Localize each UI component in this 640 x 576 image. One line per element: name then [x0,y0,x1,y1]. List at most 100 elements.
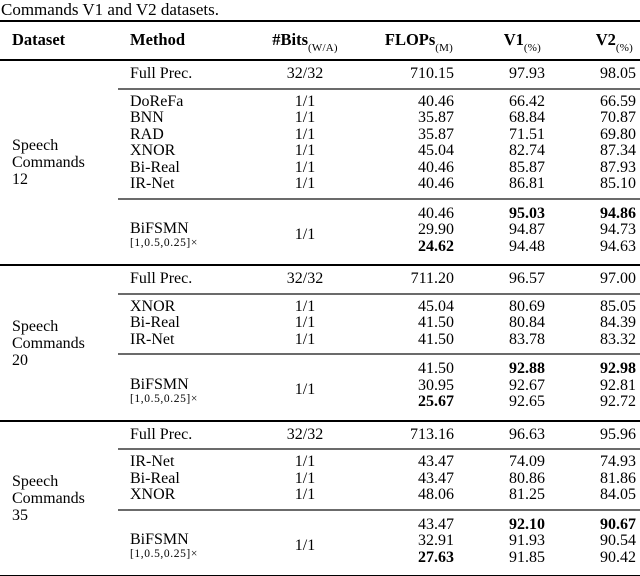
bits-cell: 32/32 [260,419,350,450]
v2-cell: 94.73 [600,221,636,239]
v1-cell: 94.87 [509,221,545,239]
header-bits-sub: (W/A) [308,42,338,55]
header-method-label: Method [130,30,185,49]
header-dataset: Dataset [0,19,118,62]
method-cell: Bi-Real [130,469,180,487]
dataset-line: 12 [12,171,28,189]
header-v2-sub: (%) [615,42,633,55]
table-row: XNOR 1/1 45.04 80.69 85.05 [0,292,640,316]
table-row: BiFSMN [1,0.5,0.25]× 1/1 41.50 92.88 92.98 [0,353,640,421]
method-cell-bifsmn: BiFSMN [1,0.5,0.25]× [118,508,260,576]
flops-cell: 40.46 [350,87,458,111]
bits-cell: 1/1 [294,486,316,504]
method-cell: Bi-Real [130,314,180,332]
table-row: XNOR 1/1 45.04 82.74 87.34 [0,143,640,160]
v2-cell: 84.05 [600,486,636,504]
flops-cell: 41.50 [418,314,454,332]
dataset-line: Commands [12,154,85,172]
flops-cell: 43.47 [350,508,458,534]
header-v2: V2(%) [548,19,640,62]
method-cell: XNOR [130,486,176,504]
v2-cell: 92.98 [548,353,640,378]
bits-cell: 1/1 [260,197,350,266]
method-cell: RAD [130,125,164,143]
bits-cell: 1/1 [294,314,316,332]
dataset-line: Speech [12,137,59,155]
v1-cell: 94.48 [509,237,545,255]
dataset-line: Speech [12,473,59,491]
bits-cell: 1/1 [294,109,316,127]
v2-cell: 95.96 [548,419,640,450]
header-v2-label: V2 [595,30,616,49]
v1-cell: 80.84 [509,314,545,332]
bits-cell: 1/1 [294,158,316,176]
table-row: Bi-Real 1/1 40.46 85.87 87.93 [0,158,640,177]
bifsmn-thinness-config: [1,0.5,0.25]× [130,237,198,250]
flops-cell: 25.67 [418,393,454,411]
dataset-line: Speech [12,317,59,335]
table-row: Speech Commands 12 Full Prec. 32/32 710.15 97.… [0,59,640,266]
table-row: 24.62 94.48 94.63 [0,237,640,266]
bifsmn-name: BiFSMN [130,375,189,393]
v1-cell: 80.69 [458,292,548,316]
flops-cell: 711.20 [350,264,458,294]
v2-cell: 94.63 [600,237,636,255]
method-cell: XNOR [118,292,260,316]
method-cell-bifsmn: BiFSMN [1,0.5,0.25]× [118,353,260,421]
v1-cell: 86.81 [509,175,545,193]
dataset-line: 35 [12,507,28,525]
v1-cell: 91.85 [509,548,545,566]
method-cell: Full Prec. [118,264,260,294]
v2-cell: 70.87 [600,109,636,127]
bits-cell: 1/1 [294,469,316,487]
v1-cell: 92.88 [458,353,548,378]
flops-cell: 40.46 [350,197,458,223]
flops-cell: 45.04 [350,292,458,316]
flops-cell: 43.47 [418,469,454,487]
dataset-line: Commands [12,334,85,352]
v1-cell: 74.09 [458,448,548,471]
table-row: 29.90 94.87 94.73 [0,222,640,239]
v1-cell: 96.57 [458,264,548,294]
flops-cell: 24.62 [418,237,454,255]
table-row: 32.91 91.93 90.54 [0,533,640,550]
v2-cell: 87.93 [600,158,636,176]
flops-cell: 35.87 [418,125,454,143]
header-flops-label: FLOPs [384,30,436,49]
method-cell: BNN [130,109,164,127]
bifsmn-name: BiFSMN [130,531,189,549]
dataset-cell: Speech Commands 35 [0,419,118,576]
v2-cell: 90.54 [600,532,636,550]
bits-cell: 32/32 [260,59,350,89]
method-cell: IR-Net [130,330,175,348]
method-cell: IR-Net [130,175,175,193]
bifsmn-thinness-config: [1,0.5,0.25]× [130,548,198,561]
flops-cell: 48.06 [418,486,454,504]
v2-cell: 66.59 [548,87,640,111]
v1-cell: 97.93 [458,59,548,89]
table-row: Speech Commands 20 Full Prec. 32/32 711.20 96.… [0,264,640,421]
table-caption: Commands V1 and V2 datasets. [1,0,219,19]
header-flops: FLOPs(M) [350,19,458,62]
table-row: RAD 1/1 35.87 71.51 69.80 [0,125,640,144]
v2-cell: 94.86 [548,197,640,223]
v2-cell: 92.72 [600,393,636,411]
header-row: Dataset Method #Bits(W/A) FLOPs(M) V1(%)… [0,19,640,62]
v2-cell: 84.39 [600,314,636,332]
v2-cell: 85.10 [600,175,636,193]
v2-cell: 85.05 [548,292,640,316]
method-cell: Bi-Real [130,158,180,176]
bits-cell: 1/1 [260,292,350,316]
bits-cell: 1/1 [294,175,316,193]
flops-cell: 40.46 [418,175,454,193]
header-bits: #Bits(W/A) [260,19,350,62]
header-bits-label: #Bits [272,30,309,49]
v2-cell: 90.42 [600,548,636,566]
table-row: BNN 1/1 35.87 68.84 70.87 [0,110,640,127]
table-row: 30.95 92.67 92.81 [0,377,640,395]
v1-cell: 80.86 [509,469,545,487]
v1-cell: 96.63 [458,419,548,450]
table-row: XNOR 1/1 48.06 81.25 84.05 [0,487,640,510]
bits-cell: 1/1 [260,353,350,421]
v2-cell: 97.00 [548,264,640,294]
